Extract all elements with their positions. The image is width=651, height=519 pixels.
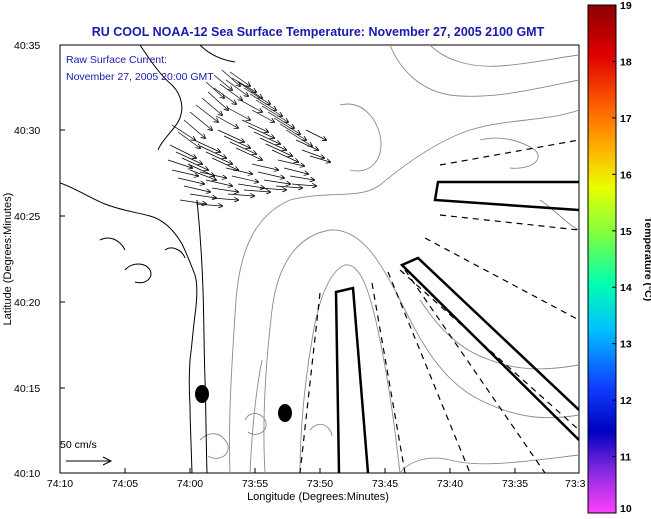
- y-tick-label: 40:15: [14, 383, 40, 395]
- current-vectors: [167, 69, 330, 206]
- x-tick-label: 74:05: [112, 478, 138, 490]
- colorbar-tick-label: 14: [620, 282, 632, 294]
- colorbar-tick-label: 17: [620, 113, 632, 125]
- map-frame: [59, 44, 580, 474]
- colorbar-tick-label: 15: [620, 226, 632, 238]
- x-tick-label: 73:50: [307, 478, 333, 490]
- x-tick-label: 73:35: [502, 478, 528, 490]
- colorbar-ticks: 19 18 17 16 15 14 13 12 11 10: [612, 0, 632, 515]
- x-tick-label: 74:10: [47, 478, 73, 490]
- colorbar-tick-label: 13: [620, 339, 632, 351]
- colorbar-tick-label: 11: [620, 452, 631, 464]
- x-tick-label: 73:3: [565, 478, 586, 490]
- axis-tick-marks: [59, 44, 516, 473]
- y-tick-label: 40:30: [14, 125, 40, 137]
- x-tick-label: 73:45: [372, 478, 398, 490]
- colorbar-tick-label: 16: [620, 169, 632, 181]
- x-tick-label: 73:40: [437, 478, 463, 490]
- x-tick-label: 73:55: [242, 478, 268, 490]
- colorbar-label: Temperature (°C): [642, 217, 651, 302]
- map-title: RU COOL NOAA-12 Sea Surface Temperature:…: [92, 25, 545, 39]
- inset-date: November 27, 2005 20:00 GMT: [66, 71, 214, 83]
- coastline: [60, 45, 236, 473]
- y-tick-label: 40:10: [14, 468, 40, 480]
- map-content: [60, 45, 579, 473]
- scale-label: 50 cm/s: [60, 439, 97, 451]
- y-tick-label: 40:25: [14, 211, 40, 223]
- colorbar-tick-label: 10: [620, 503, 632, 515]
- colorbar-tick-label: 19: [620, 0, 632, 12]
- y-tick-label: 40:20: [14, 297, 40, 309]
- colorbar-tick-label: 12: [620, 395, 632, 407]
- inset-title: Raw Surface Current:: [66, 54, 167, 66]
- shipping-lanes: [334, 180, 579, 473]
- x-tick-label: 74:00: [177, 478, 203, 490]
- y-axis-label: Latitude (Degrees:Minutes): [2, 193, 14, 326]
- colorbar-tick-label: 18: [620, 56, 632, 68]
- scale-arrowhead: [102, 456, 113, 466]
- contour-lines: [199, 45, 579, 473]
- station-marker: [278, 404, 292, 422]
- y-tick-label: 40:35: [14, 40, 40, 52]
- station-marker: [195, 385, 209, 403]
- colorbar: [587, 4, 617, 514]
- separation-zones: [299, 139, 579, 473]
- x-axis-label: Longitude (Degrees:Minutes): [247, 491, 389, 503]
